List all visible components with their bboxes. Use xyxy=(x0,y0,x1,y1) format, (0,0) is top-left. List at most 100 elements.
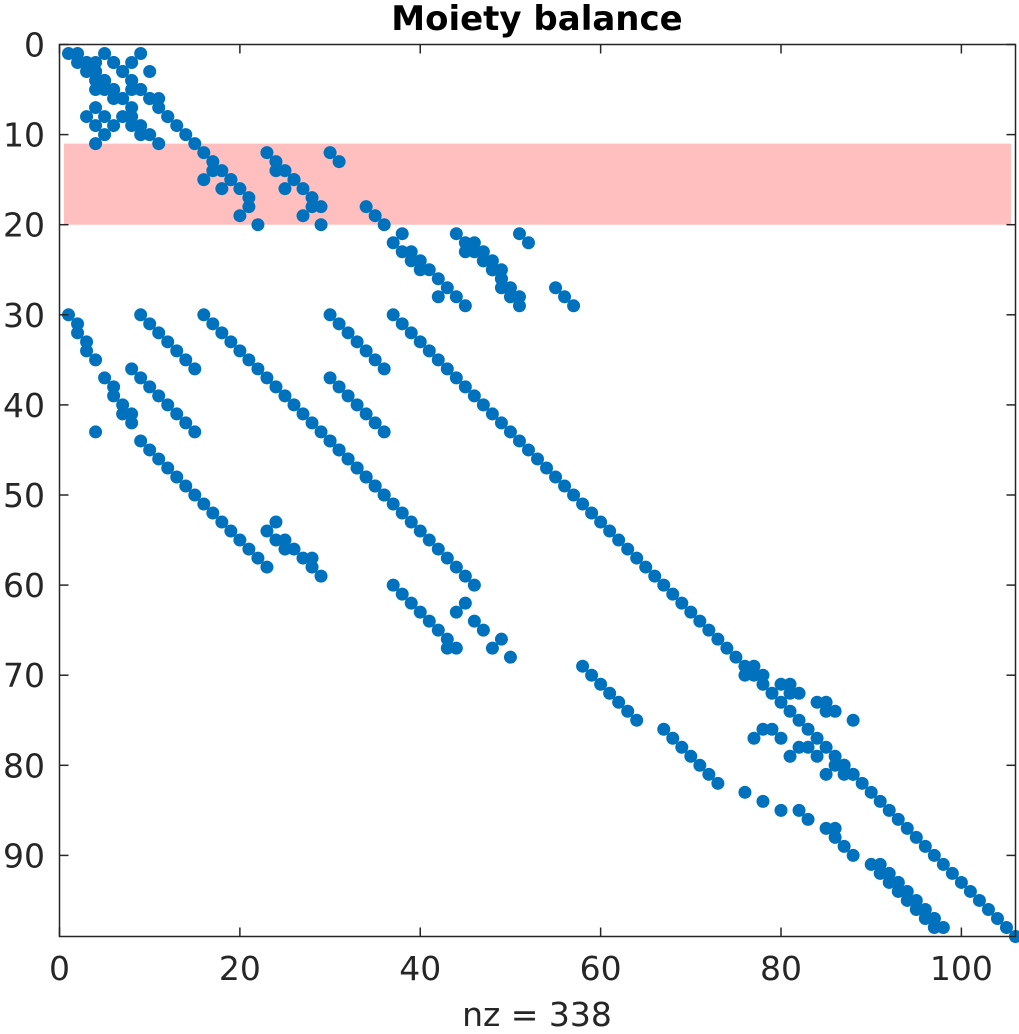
data-point xyxy=(783,704,797,718)
data-point xyxy=(819,695,833,709)
data-point xyxy=(467,578,481,592)
data-point xyxy=(89,83,103,97)
data-point xyxy=(819,821,833,835)
data-point xyxy=(467,236,481,250)
data-point xyxy=(458,299,472,313)
data-point xyxy=(630,713,644,727)
data-point xyxy=(873,794,887,808)
data-point xyxy=(332,155,346,169)
data-point xyxy=(107,119,121,133)
data-point xyxy=(476,254,490,268)
data-point xyxy=(197,173,211,187)
data-point xyxy=(125,56,139,70)
data-point xyxy=(837,767,851,781)
y-tick-label: 0 xyxy=(24,26,45,65)
data-point xyxy=(693,758,707,772)
data-point xyxy=(71,56,85,70)
data-point xyxy=(143,128,157,142)
data-point xyxy=(134,371,148,385)
data-point xyxy=(503,290,517,304)
data-point xyxy=(260,524,274,538)
data-point xyxy=(864,785,878,799)
data-point xyxy=(449,371,463,385)
data-point xyxy=(476,398,490,412)
data-point xyxy=(594,515,608,529)
data-point xyxy=(648,569,662,583)
data-point xyxy=(494,416,508,430)
data-point xyxy=(927,920,941,934)
data-point xyxy=(467,614,481,628)
data-point xyxy=(774,731,788,745)
data-point xyxy=(846,848,860,862)
data-point xyxy=(720,641,734,655)
data-point xyxy=(125,83,139,97)
data-point xyxy=(125,407,139,421)
data-point xyxy=(269,380,283,394)
data-point xyxy=(413,605,427,619)
data-point xyxy=(449,605,463,619)
data-point xyxy=(152,101,166,115)
data-point xyxy=(657,578,671,592)
data-point xyxy=(269,515,283,529)
data-point xyxy=(188,362,202,376)
data-point xyxy=(368,353,382,367)
data-point xyxy=(395,506,409,520)
data-point xyxy=(107,83,121,97)
data-point xyxy=(494,263,508,277)
data-point xyxy=(143,443,157,457)
data-point xyxy=(251,218,265,232)
data-point xyxy=(134,128,148,142)
data-point xyxy=(359,200,373,214)
data-point xyxy=(801,722,815,736)
data-point xyxy=(828,704,842,718)
data-point xyxy=(476,245,490,259)
data-point xyxy=(323,146,337,160)
data-point xyxy=(819,740,833,754)
x-tick-label: 80 xyxy=(760,949,802,988)
data-point xyxy=(585,668,599,682)
data-point xyxy=(305,560,319,574)
y-tick-label: 40 xyxy=(3,386,45,425)
data-point xyxy=(305,200,319,214)
data-point xyxy=(197,308,211,322)
data-point xyxy=(540,461,554,475)
data-point xyxy=(107,389,121,403)
y-tick-label: 30 xyxy=(3,296,45,335)
data-point xyxy=(386,578,400,592)
data-point xyxy=(404,326,418,340)
data-point xyxy=(323,371,337,385)
data-point xyxy=(594,677,608,691)
data-point xyxy=(161,398,175,412)
data-point xyxy=(161,461,175,475)
data-point xyxy=(774,803,788,817)
data-point xyxy=(783,686,797,700)
data-point xyxy=(368,479,382,493)
data-point xyxy=(458,236,472,250)
data-point xyxy=(125,362,139,376)
data-point xyxy=(675,596,689,610)
data-point xyxy=(134,47,148,61)
x-tick-label: 40 xyxy=(399,949,441,988)
data-point xyxy=(801,812,815,826)
data-point xyxy=(170,344,184,358)
data-point xyxy=(395,227,409,241)
data-point xyxy=(269,533,283,547)
data-point xyxy=(891,875,905,889)
data-point xyxy=(711,632,725,646)
data-point xyxy=(837,758,851,772)
data-point xyxy=(152,326,166,340)
data-point xyxy=(792,740,806,754)
data-point xyxy=(332,380,346,394)
data-point xyxy=(512,434,526,448)
data-point xyxy=(413,335,427,349)
data-point xyxy=(125,416,139,430)
data-point xyxy=(260,560,274,574)
data-point xyxy=(810,749,824,763)
data-point xyxy=(89,425,103,439)
data-point xyxy=(756,668,770,682)
data-point xyxy=(440,362,454,376)
data-point xyxy=(107,56,121,70)
data-point xyxy=(305,551,319,565)
data-point xyxy=(98,47,112,61)
